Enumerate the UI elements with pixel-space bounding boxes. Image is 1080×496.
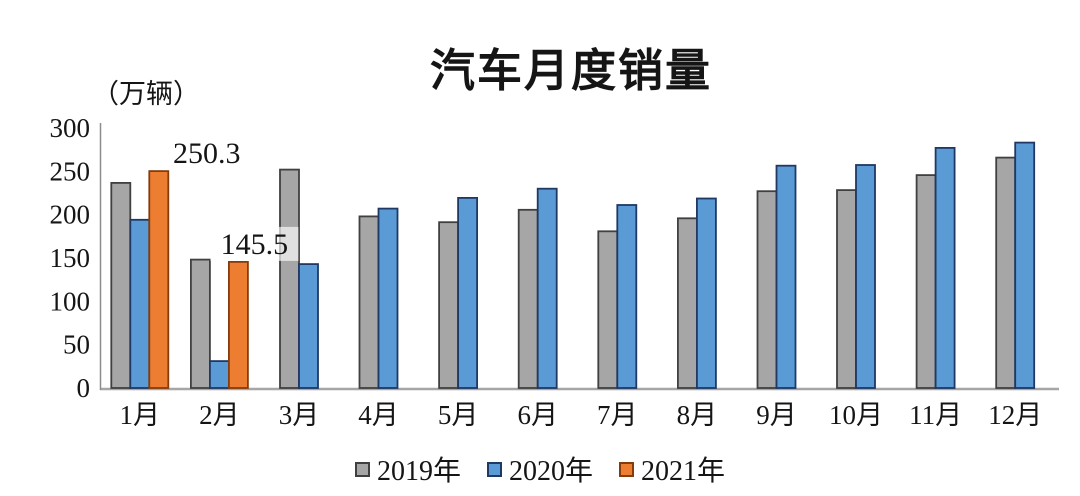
bar-2019-m7 [597, 230, 619, 389]
x-axis-label: 4月 [358, 400, 399, 430]
legend-swatch-2019 [354, 461, 370, 477]
bar-2019-m5 [438, 221, 460, 389]
chart-title: 汽车月度销量 [429, 46, 713, 96]
legend-item-2021: 2021年 [619, 449, 725, 489]
bar-2020-m4 [377, 207, 399, 389]
y-tick-label: 250 [50, 156, 91, 186]
bar-2021-m2 [227, 260, 249, 389]
data-label-bg [210, 226, 299, 261]
legend-label-2021: 2021年 [641, 456, 726, 487]
legend-label-2019: 2019年 [376, 456, 461, 487]
data-label: 250.3 [173, 137, 241, 170]
legend-item-2019: 2019年 [354, 449, 461, 489]
x-axis-label: 11月 [909, 400, 962, 430]
legend-item-2020: 2020年 [486, 449, 593, 489]
x-axis-label: 1月 [120, 400, 161, 430]
data-label-bg [162, 136, 251, 171]
bar-2019-m12 [995, 156, 1017, 389]
y-tick-label: 0 [77, 373, 91, 403]
x-axis-label: 5月 [438, 400, 479, 430]
legend-swatch-2020 [486, 461, 502, 477]
bar-2020-m6 [536, 187, 558, 389]
x-axis-label: 7月 [597, 400, 638, 430]
bar-2020-m9 [775, 164, 797, 389]
bar-2020-m1 [129, 218, 151, 389]
bar-2019-m9 [756, 190, 778, 389]
x-axis-label: 9月 [756, 400, 797, 430]
bar-2020-m11 [934, 146, 956, 389]
bar-2020-m3 [298, 263, 319, 389]
bar-2019-m2 [189, 258, 211, 389]
x-axis-label: 6月 [517, 400, 558, 430]
y-tick-label: 150 [50, 243, 91, 273]
bar-2019-m10 [836, 189, 857, 389]
x-axis-label: 3月 [279, 400, 320, 430]
legend-swatch-2021 [619, 461, 634, 477]
bar-2021-m1 [148, 170, 170, 389]
legend: 2019年 2020年 2021年 [0, 449, 1080, 489]
bar-2020-m8 [696, 197, 717, 389]
y-axis-unit-label: （万辆） [92, 79, 200, 109]
y-tick-label: 100 [50, 286, 91, 316]
y-tick-label: 50 [63, 330, 90, 360]
bar-2019-m4 [358, 215, 380, 389]
x-axis-label: 8月 [677, 400, 718, 430]
legend-label-2020: 2020年 [508, 456, 593, 487]
bar-2020-m2 [208, 360, 230, 389]
x-axis-label: 10月 [829, 400, 883, 430]
bar-2020-m5 [457, 196, 479, 389]
y-tick-label: 200 [50, 200, 91, 230]
bar-2020-m12 [1014, 141, 1036, 389]
x-axis-label: 12月 [988, 400, 1042, 430]
bar-2020-m7 [616, 204, 638, 389]
x-axis-label: 2月 [199, 400, 240, 430]
bar-2019-m3 [279, 168, 300, 389]
bar-2020-m10 [855, 164, 876, 389]
bar-2019-m6 [517, 208, 539, 389]
y-tick-label: 300 [50, 113, 91, 143]
bar-2019-m1 [110, 181, 132, 389]
bar-2019-m8 [677, 217, 698, 389]
bar-2019-m11 [915, 174, 937, 389]
data-label: 145.5 [221, 228, 289, 261]
